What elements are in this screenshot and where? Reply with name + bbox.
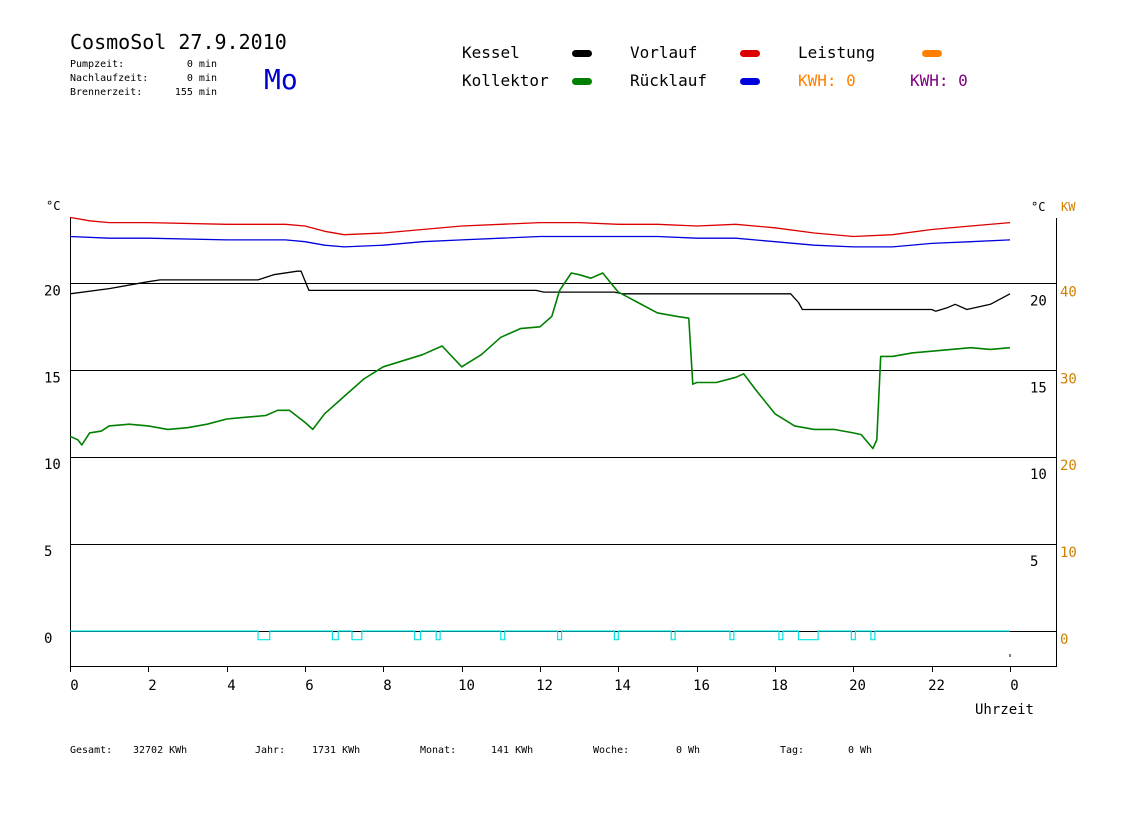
y-tick-right-20: 20: [1030, 293, 1047, 309]
legend-kollektor-swatch: [572, 78, 592, 85]
y-tick-kw-30: 30: [1060, 371, 1077, 387]
legend-kwh-leistung: KWH: 0: [798, 71, 856, 90]
x-tick-label-12: 0: [1010, 678, 1018, 694]
legend-kollektor-label: Kollektor: [462, 71, 549, 90]
y-tick-left-15: 15: [44, 370, 61, 386]
x-tick-label-0: 0: [70, 678, 78, 694]
y-tick-right-10: 10: [1030, 467, 1047, 483]
y-unit-left: °C: [46, 199, 60, 213]
series-vorlauf: [69, 216, 1011, 238]
x-tick-label-3: 6: [305, 678, 313, 694]
brennerzeit-label: Brennerzeit:: [70, 87, 142, 98]
y-tick-right-15: 15: [1030, 380, 1047, 396]
weekday-label: Mo: [264, 63, 298, 96]
y-tick-right-5: 5: [1030, 554, 1038, 570]
footer-woche-label: Woche:: [593, 745, 629, 756]
x-tick-label-7: 14: [614, 678, 631, 694]
legend-vorlauf-swatch: [740, 50, 760, 57]
x-tick-labels: 0 2 4 6 8 10 12 14 16 18 20 22 0: [70, 666, 1019, 694]
footer-jahr-label: Jahr:: [255, 745, 285, 756]
x-tick-label-2: 4: [227, 678, 235, 694]
x-axis-label: Uhrzeit: [975, 702, 1034, 718]
footer-gesamt-value: 32702 KWh: [133, 745, 187, 756]
footer-gesamt-label: Gesamt:: [70, 745, 112, 756]
y-tick-left-5: 5: [44, 544, 52, 560]
x-tick-label-4: 8: [383, 678, 391, 694]
y-tick-left-10: 10: [44, 457, 61, 473]
footer-monat-label: Monat:: [420, 745, 456, 756]
y-tick-left-20: 20: [44, 283, 61, 299]
nachlaufzeit-value: 0 min: [187, 73, 217, 84]
footer-tag-value: 0 Wh: [848, 745, 872, 756]
y-tick-kw-40: 40: [1060, 284, 1077, 300]
footer-monat-value: 141 KWh: [491, 745, 533, 756]
x-tick-label-9: 18: [771, 678, 788, 694]
footer-jahr-value: 1731 KWh: [312, 745, 360, 756]
x-tick-label-10: 20: [849, 678, 866, 694]
legend-vorlauf-label: Vorlauf: [630, 43, 697, 62]
legend-kessel-swatch: [572, 50, 592, 57]
legend-ruecklauf-label: Rücklauf: [630, 71, 707, 90]
y-tick-left-0: 0: [44, 631, 52, 647]
x-tick-label-5: 10: [458, 678, 475, 694]
y-tick-kw-20: 20: [1060, 458, 1077, 474]
legend-ruecklauf-swatch: [740, 78, 760, 85]
series-pumpe: [70, 630, 1010, 641]
x-tick-label-8: 16: [693, 678, 710, 694]
series-kollektor: [69, 272, 1011, 450]
footer-tag-label: Tag:: [780, 745, 804, 756]
pumpzeit-label: Pumpzeit:: [70, 59, 124, 70]
x-tick-label-11: 22: [928, 678, 945, 694]
legend-kwh-secondary: KWH: 0: [910, 71, 968, 90]
brennerzeit-value: 155 min: [175, 87, 217, 98]
y-unit-right: °C: [1031, 200, 1045, 214]
grid-lines: [70, 283, 1057, 632]
pumpzeit-value: 0 min: [187, 59, 217, 70]
legend-leistung-swatch: [922, 50, 942, 57]
y-tick-kw-0: 0: [1060, 632, 1068, 648]
y-tick-kw-10: 10: [1060, 545, 1077, 561]
series-group: [69, 216, 1011, 641]
y-unit-kw: KW: [1061, 200, 1076, 214]
series-ruecklauf: [69, 235, 1011, 248]
series-kessel: [69, 270, 1011, 312]
legend-kessel-label: Kessel: [462, 43, 520, 62]
x-tick-label-1: 2: [148, 678, 156, 694]
x-tick-label-6: 12: [536, 678, 553, 694]
legend-leistung-label: Leistung: [798, 43, 875, 62]
nachlaufzeit-label: Nachlaufzeit:: [70, 73, 148, 84]
y-tick-labels: 0 5 10 15 20 5 10 15 20 0 10 20 30 40: [44, 283, 1077, 648]
footer-woche-value: 0 Wh: [676, 745, 700, 756]
chart-title: CosmoSol 27.9.2010: [70, 30, 287, 54]
